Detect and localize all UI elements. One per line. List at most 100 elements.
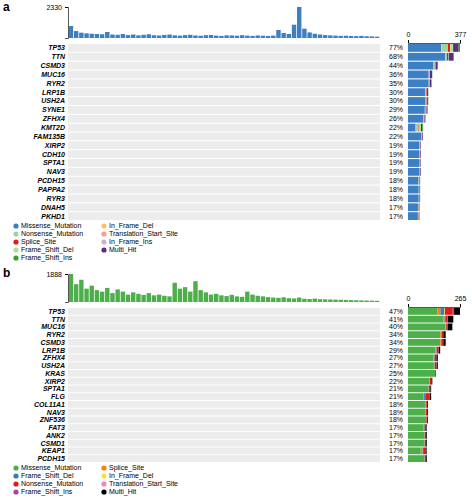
bar-segment — [448, 323, 453, 330]
bar-segment — [419, 150, 420, 158]
legend-item: In_Frame_Del — [101, 472, 153, 480]
bar-segment — [420, 150, 421, 158]
bar-segment — [426, 88, 428, 96]
bar-segment — [426, 416, 428, 423]
matrix-row — [68, 385, 380, 392]
legend-swatch — [13, 465, 18, 470]
sample-bar — [173, 35, 177, 38]
legend-swatch — [13, 255, 18, 260]
bar-segment — [421, 133, 422, 141]
percent-label: 27% — [389, 354, 403, 361]
bar-segment — [419, 177, 421, 185]
bar-segment — [408, 44, 441, 52]
bar-segment — [426, 88, 427, 96]
tick-mark — [408, 40, 409, 43]
sample-bar — [261, 296, 265, 302]
bar-segment — [437, 62, 438, 70]
bar-segment — [429, 71, 430, 79]
bar-segment — [424, 440, 425, 447]
percent-label: 34% — [389, 339, 403, 346]
bar-segment — [424, 115, 425, 123]
legend-swatch — [13, 247, 18, 252]
bar-segment — [426, 424, 427, 431]
legend-item: In_Frame_Del — [101, 222, 153, 230]
percent-label: 19% — [389, 168, 403, 175]
percent-label: 25% — [389, 370, 403, 377]
legend-label: Splice_Site — [109, 464, 144, 472]
sample-bar — [121, 34, 125, 38]
tick-label: 377 — [455, 31, 467, 38]
bar-segment — [426, 447, 427, 454]
gene-label: LRP1B — [42, 89, 65, 96]
bar-segment — [428, 71, 429, 79]
legend-item: Missense_Mutation — [13, 464, 81, 472]
sample-bar — [90, 286, 94, 302]
legend-label: Nonsense_Mutation — [21, 480, 83, 488]
sample-bar — [235, 296, 239, 302]
legend-label: Translation_Start_Site — [109, 230, 178, 238]
bar-segment — [445, 308, 453, 315]
bar-segment — [433, 362, 435, 369]
percent-label: 68% — [389, 53, 403, 60]
bar-segment — [423, 424, 424, 431]
percent-label: 18% — [389, 401, 403, 408]
sample-bar — [364, 36, 368, 38]
matrix-row — [68, 432, 380, 439]
tick-label: 0 — [407, 31, 411, 38]
sample-bar — [95, 34, 99, 38]
bar-segment — [419, 186, 420, 194]
bar-segment — [419, 195, 420, 203]
legend-item: Multi_Hit — [101, 246, 136, 254]
percent-label: 22% — [389, 378, 403, 385]
gene-label: TP53 — [48, 308, 65, 315]
bar-segment — [426, 88, 427, 96]
legend-swatch — [101, 223, 106, 228]
bar-segment — [424, 424, 426, 431]
matrix-row — [68, 409, 380, 416]
sample-bar — [375, 301, 379, 302]
matrix-row — [68, 308, 380, 315]
panel-title: b — [3, 266, 10, 280]
bar-segment — [423, 115, 424, 123]
bar-segment — [419, 177, 420, 185]
legend-item: Nonsense_Mutation — [13, 480, 83, 488]
axis: 0 377 — [407, 31, 467, 44]
bar-segment — [423, 115, 425, 123]
bar-segment — [418, 177, 419, 185]
matrix-row — [68, 203, 380, 211]
bar-segment — [424, 432, 425, 439]
bar-segment — [425, 106, 426, 114]
sample-bar — [287, 34, 291, 38]
matrix-row — [68, 133, 380, 141]
bar-segment — [426, 97, 427, 105]
bar-segment — [424, 440, 425, 447]
bar-segment — [419, 141, 420, 149]
axis-line — [409, 304, 461, 308]
sample-bar — [183, 287, 187, 302]
bar-segment — [419, 150, 420, 158]
tick-label: 0 — [407, 295, 411, 302]
percent-label: 17% — [389, 440, 403, 447]
bar-segment — [435, 370, 436, 377]
percent-label: 18% — [389, 409, 403, 416]
bar-segment — [419, 159, 421, 167]
sample-bar — [271, 36, 275, 38]
legend-label: Frame_Shift_Del — [21, 472, 74, 480]
sample-bar — [240, 297, 244, 302]
sample-bar — [224, 35, 228, 38]
sample-bar — [147, 34, 151, 38]
sample-bar — [281, 297, 285, 302]
matrix-row — [68, 323, 380, 330]
bar-segment — [420, 141, 422, 149]
bar-segment — [427, 401, 428, 408]
bar-segment — [439, 347, 440, 354]
sample-bar — [131, 292, 135, 302]
bar-segment — [443, 331, 445, 338]
bar-segment — [425, 115, 426, 123]
sample-bar — [256, 35, 260, 38]
bar-segment — [429, 378, 430, 385]
sample-bar — [281, 33, 285, 38]
bar-segment — [445, 53, 447, 61]
bar-segment — [408, 416, 426, 423]
bar-segment — [446, 323, 447, 330]
